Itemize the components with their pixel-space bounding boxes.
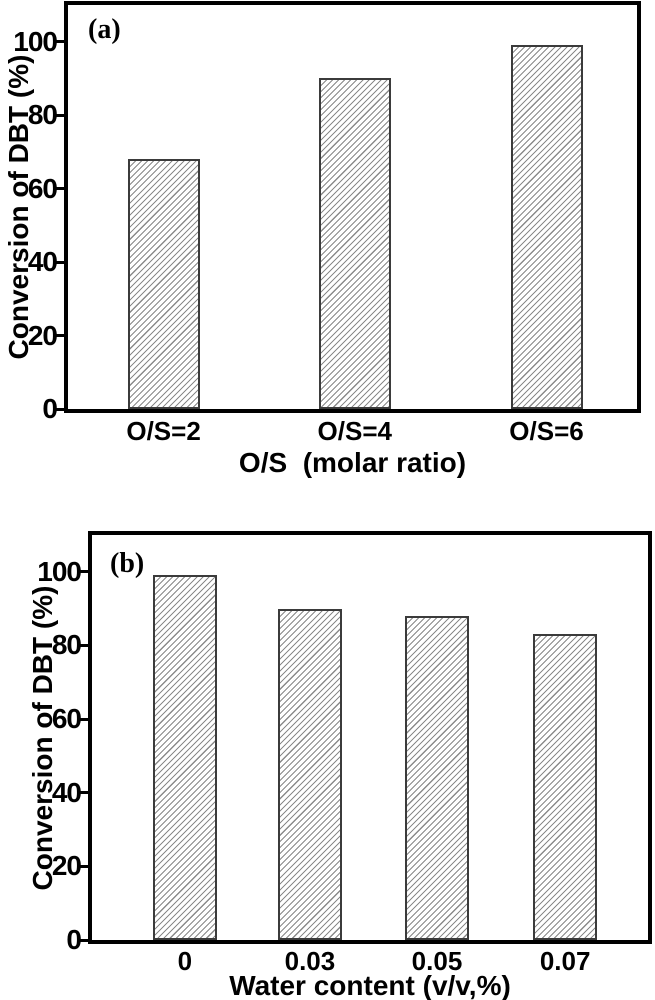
y-tick (79, 643, 88, 647)
y-tick-label: 80 (27, 99, 58, 131)
y-tick (55, 260, 64, 264)
x-tick-label: 0 (177, 946, 193, 976)
y-tick-label: 0 (66, 924, 82, 955)
x-axis-title: O/S (molar ratio) (238, 447, 467, 478)
y-tick (55, 334, 64, 338)
y-tick (79, 864, 88, 868)
y-tick-label: 40 (51, 776, 82, 808)
y-tick-label: 40 (27, 246, 58, 278)
panel-label: (a) (88, 14, 121, 45)
bar-0 (152, 575, 217, 940)
bar-0.05 (404, 616, 469, 940)
y-tick-label: 80 (51, 629, 82, 661)
y-tick (79, 938, 88, 942)
y-tick-label: 60 (51, 703, 82, 735)
y-tick-label: 20 (27, 319, 58, 351)
bar-0.07 (533, 634, 598, 940)
x-axis-title: Water content (v/v,%) (229, 970, 511, 1000)
y-tick-label: 100 (37, 555, 82, 587)
y-tick (79, 791, 88, 795)
x-tick-label: 0.07 (539, 946, 591, 976)
chart-a: Conversion of DBT (%) (a) O/S (molar rat… (3, 1, 641, 478)
x-tick-label: O/S=4 (317, 416, 392, 446)
bar-O/S=6 (510, 45, 583, 409)
y-tick-label: 20 (51, 850, 82, 882)
y-tick (55, 187, 64, 191)
panel-label: (b) (110, 548, 145, 579)
y-tick-label: 60 (27, 172, 58, 204)
y-tick (55, 407, 64, 411)
plot-area: (a) (64, 1, 641, 413)
x-tick-label: 0.05 (411, 946, 463, 976)
bar-O/S=4 (318, 78, 391, 409)
y-tick-label: 0 (42, 393, 58, 424)
x-tick-label: O/S=2 (126, 416, 201, 446)
y-tick-label: 100 (13, 25, 58, 57)
y-tick (55, 113, 64, 117)
y-tick (79, 717, 88, 721)
y-tick (79, 570, 88, 574)
x-tick-label: O/S=6 (509, 416, 584, 446)
y-tick (55, 40, 64, 44)
bar-0.03 (277, 609, 342, 940)
bar-O/S=2 (127, 159, 200, 409)
plot-area: (b) (88, 531, 652, 944)
x-tick-label: 0.03 (284, 946, 336, 976)
chart-b: Conversion of DBT (%) (b) Water content … (0, 520, 655, 1000)
